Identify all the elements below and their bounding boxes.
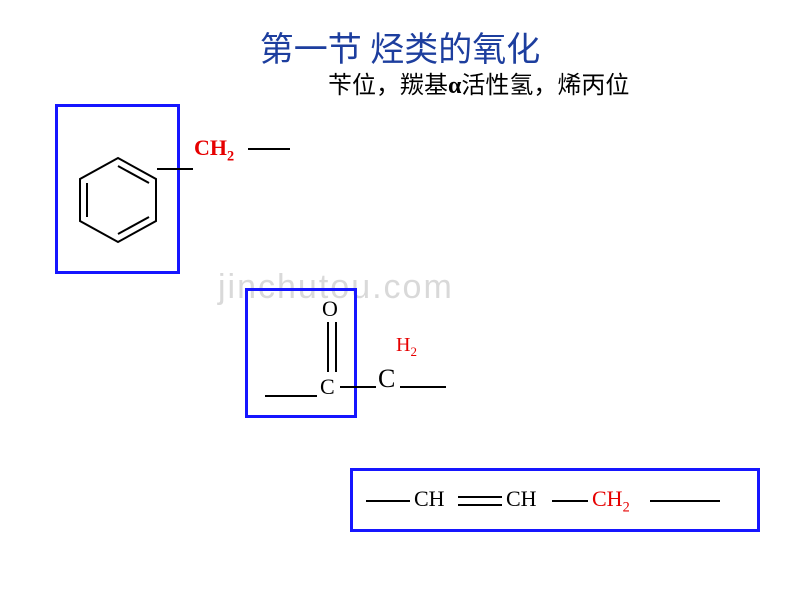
allyl-bond-start: [366, 500, 410, 502]
benzene-ring-icon: [70, 152, 166, 248]
page-title: 第一节 烃类的氧化: [0, 22, 800, 71]
carbonyl-c2-label: C: [378, 364, 395, 394]
allyl-bond-end: [650, 500, 720, 502]
subtitle-prefix: 苄位，羰基: [328, 73, 448, 99]
allyl-ch2b-label: CH: [506, 486, 537, 512]
allyl-double-a: [458, 496, 502, 498]
carbonyl-h2-label: H2: [396, 334, 417, 360]
carbonyl-o-label: O: [322, 296, 338, 322]
allyl-double-b: [458, 504, 502, 506]
carbonyl-bond-right: [400, 386, 446, 388]
subtitle-alpha: α: [448, 73, 461, 99]
page-subtitle: 苄位，羰基α活性氢，烯丙位: [328, 65, 629, 100]
carbonyl-double-2: [335, 322, 337, 372]
subtitle-suffix: 活性氢，烯丙位: [461, 73, 629, 99]
carbonyl-bond-mid: [340, 386, 376, 388]
allyl-ch2-red-label: CH2: [592, 486, 630, 516]
carbonyl-bond-left: [265, 395, 317, 397]
benzyl-bond-ring: [157, 168, 193, 170]
carbonyl-box: [245, 288, 357, 418]
allyl-bond-mid: [552, 500, 588, 502]
benzyl-ch2-label: CH2: [194, 135, 234, 165]
benzyl-bond-out: [248, 148, 290, 150]
carbonyl-double-1: [327, 322, 329, 372]
allyl-ch1-label: CH: [414, 486, 445, 512]
carbonyl-c-label: C: [320, 374, 335, 400]
